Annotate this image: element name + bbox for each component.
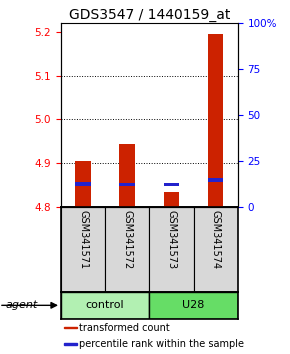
Bar [64, 343, 77, 345]
Bar [119, 143, 135, 207]
FancyBboxPatch shape [61, 292, 149, 319]
Text: agent: agent [6, 300, 38, 310]
Bar [208, 34, 223, 207]
FancyBboxPatch shape [194, 207, 238, 292]
Bar [208, 178, 223, 182]
Bar [164, 192, 179, 207]
Bar [64, 327, 77, 328]
Bar [75, 161, 91, 207]
FancyBboxPatch shape [149, 292, 238, 319]
Text: control: control [86, 300, 124, 310]
Bar [164, 183, 179, 186]
Text: GSM341574: GSM341574 [211, 210, 221, 269]
Text: GSM341572: GSM341572 [122, 210, 132, 269]
Text: transformed count: transformed count [79, 322, 170, 333]
Text: percentile rank within the sample: percentile rank within the sample [79, 339, 244, 349]
FancyBboxPatch shape [61, 207, 105, 292]
Bar [119, 183, 135, 187]
Text: U28: U28 [182, 300, 205, 310]
Bar [75, 182, 91, 185]
Title: GDS3547 / 1440159_at: GDS3547 / 1440159_at [69, 8, 230, 22]
Text: GSM341573: GSM341573 [166, 210, 176, 269]
FancyBboxPatch shape [149, 207, 194, 292]
Text: GSM341571: GSM341571 [78, 210, 88, 269]
FancyBboxPatch shape [105, 207, 149, 292]
